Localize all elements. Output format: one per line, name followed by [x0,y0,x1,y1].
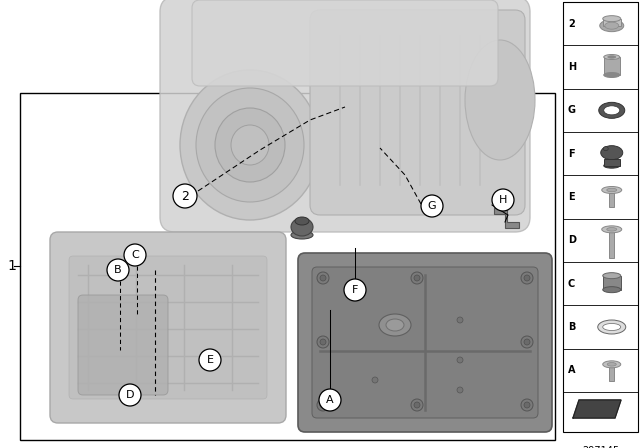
Circle shape [317,272,329,284]
Ellipse shape [603,273,621,279]
Text: 1: 1 [7,259,16,273]
Circle shape [457,357,463,363]
Circle shape [320,275,326,281]
Circle shape [524,339,530,345]
Ellipse shape [603,16,621,22]
Ellipse shape [180,70,320,220]
Ellipse shape [598,320,626,334]
Circle shape [372,377,378,383]
Text: 2: 2 [568,19,575,29]
Circle shape [421,195,443,217]
Ellipse shape [291,218,313,236]
FancyBboxPatch shape [78,295,168,395]
Circle shape [317,336,329,348]
Text: H: H [568,62,576,72]
Bar [609,192,614,207]
Ellipse shape [604,146,608,151]
Circle shape [492,189,514,211]
Text: C: C [568,279,575,289]
Circle shape [524,402,530,408]
FancyBboxPatch shape [310,10,525,215]
Bar [20,93,555,440]
Text: B: B [114,265,122,275]
Polygon shape [494,208,519,228]
Bar [609,367,614,381]
Bar [609,233,614,258]
Bar [604,159,620,166]
Text: D: D [568,235,576,246]
Text: F: F [568,149,575,159]
Polygon shape [573,400,621,418]
Circle shape [119,384,141,406]
Text: E: E [568,192,575,202]
Circle shape [521,272,533,284]
Circle shape [320,402,326,408]
Text: G: G [428,201,436,211]
Circle shape [411,399,423,411]
Circle shape [521,336,533,348]
Ellipse shape [604,106,620,115]
Circle shape [344,279,366,301]
Text: 297145: 297145 [582,446,619,448]
Ellipse shape [196,88,304,202]
Ellipse shape [602,226,621,233]
Text: D: D [125,390,134,400]
Circle shape [457,317,463,323]
Ellipse shape [604,55,620,60]
Ellipse shape [604,163,620,168]
Circle shape [107,259,129,281]
Bar [604,57,620,75]
Ellipse shape [607,188,617,192]
Ellipse shape [291,231,313,239]
Circle shape [319,389,341,411]
Text: C: C [131,250,139,260]
Ellipse shape [603,361,621,368]
Bar [603,276,621,290]
FancyBboxPatch shape [192,0,498,86]
Circle shape [524,275,530,281]
Text: H: H [499,195,507,205]
Text: B: B [568,322,575,332]
Circle shape [414,275,420,281]
Circle shape [320,339,326,345]
Text: F: F [352,285,358,295]
FancyBboxPatch shape [69,256,267,399]
Ellipse shape [215,108,285,182]
Ellipse shape [386,319,404,331]
Circle shape [521,399,533,411]
Text: G: G [568,105,576,115]
Bar [603,19,621,26]
FancyBboxPatch shape [50,232,286,423]
Ellipse shape [599,102,625,118]
Ellipse shape [607,228,617,231]
Circle shape [317,399,329,411]
Ellipse shape [603,323,621,331]
Ellipse shape [604,73,620,78]
Ellipse shape [231,125,269,165]
FancyBboxPatch shape [298,253,552,432]
Text: 2: 2 [181,190,189,202]
Ellipse shape [465,40,535,160]
Bar [563,2,638,432]
Text: A: A [326,395,334,405]
Ellipse shape [602,186,621,194]
FancyBboxPatch shape [160,0,530,232]
Ellipse shape [608,56,616,58]
Ellipse shape [295,217,309,225]
Ellipse shape [601,146,623,159]
Text: A: A [568,365,575,375]
Ellipse shape [600,20,624,32]
Circle shape [173,184,197,208]
Ellipse shape [379,314,411,336]
Ellipse shape [605,22,619,29]
Circle shape [457,387,463,393]
Circle shape [124,244,146,266]
Circle shape [414,402,420,408]
Circle shape [199,349,221,371]
Ellipse shape [607,362,616,366]
FancyBboxPatch shape [312,267,538,418]
Circle shape [411,272,423,284]
Ellipse shape [603,287,621,293]
Text: E: E [207,355,214,365]
